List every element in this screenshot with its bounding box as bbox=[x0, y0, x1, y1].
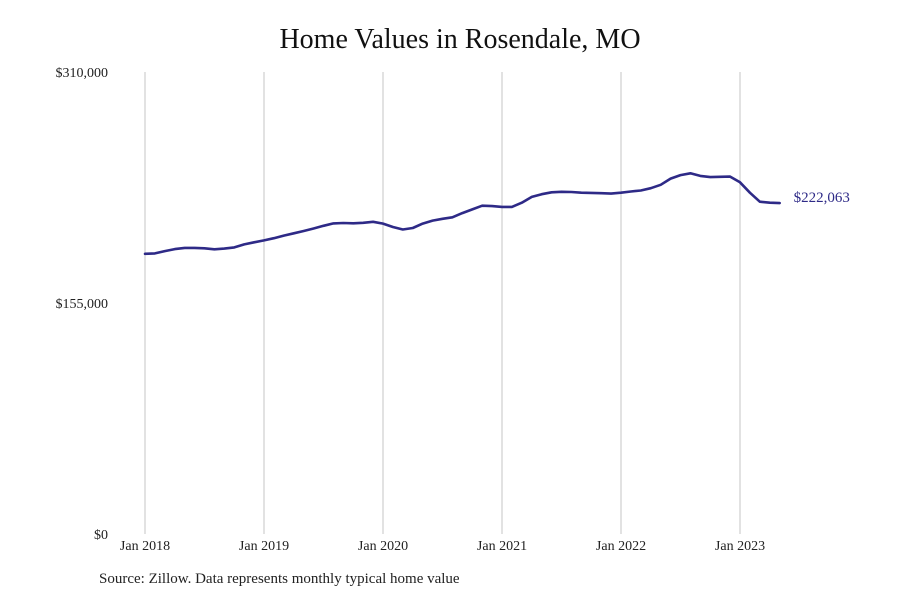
x-tick-label: Jan 2018 bbox=[120, 539, 170, 554]
x-axis-ticks: Jan 2018 Jan 2019 Jan 2020 Jan 2021 Jan 2022… bbox=[120, 539, 765, 554]
chart-title: Home Values in Rosendale, MO bbox=[279, 24, 641, 55]
y-tick-label: $310,000 bbox=[56, 66, 109, 81]
series-layer: $222,063 bbox=[143, 172, 850, 256]
y-tick-label: $155,000 bbox=[56, 297, 109, 312]
x-tick-label: Jan 2019 bbox=[239, 539, 289, 554]
x-tick-label: Jan 2021 bbox=[477, 539, 527, 554]
x-tick-label: Jan 2023 bbox=[715, 539, 765, 554]
gridlines bbox=[144, 72, 741, 534]
x-tick-label: Jan 2022 bbox=[596, 539, 646, 554]
y-tick-label: $0 bbox=[94, 528, 108, 543]
y-axis-ticks: $0 $155,000 $310,000 bbox=[56, 66, 109, 543]
x-tick-label: Jan 2020 bbox=[358, 539, 408, 554]
end-value-label: $222,063 bbox=[794, 190, 850, 206]
source-note: Source: Zillow. Data represents monthly … bbox=[99, 571, 460, 587]
series-line bbox=[143, 172, 782, 256]
